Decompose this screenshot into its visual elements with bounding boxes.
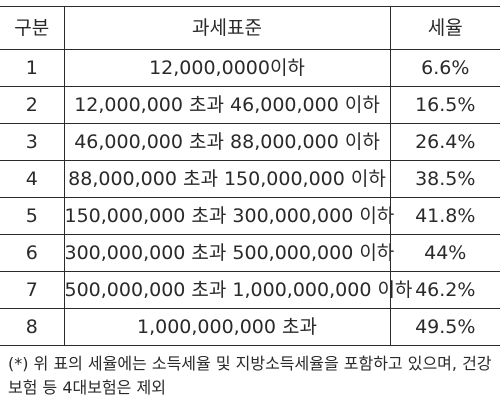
- row-rate: 16.5%: [389, 86, 500, 124]
- row-category: 6: [0, 234, 65, 272]
- row-standard: 46,000,000 초과 88,000,000 이하: [63, 123, 391, 161]
- row-rate: 26.4%: [389, 123, 500, 161]
- table-row: 2 12,000,000 초과 46,000,000 이하 16.5%: [0, 86, 500, 124]
- row-standard: 300,000,000 초과 500,000,000 이하: [63, 234, 394, 272]
- header-category: 구분: [0, 6, 65, 50]
- table-row: 5 150,000,000 초과 300,000,000 이하 41.8%: [0, 197, 500, 235]
- table-row: 3 46,000,000 초과 88,000,000 이하 26.4%: [0, 123, 500, 161]
- header-rate: 세율: [389, 6, 500, 50]
- table-row: 1 12,000,0000이하 6.6%: [0, 49, 500, 87]
- row-standard: 88,000,000 초과 150,000,000 이하: [63, 160, 391, 198]
- header-standard: 과세표준: [63, 6, 391, 50]
- row-rate: 49.5%: [389, 308, 500, 346]
- row-standard: 12,000,0000이하: [63, 49, 391, 87]
- table-row: 4 88,000,000 초과 150,000,000 이하 38.5%: [0, 160, 500, 198]
- row-rate: 41.8%: [389, 197, 500, 235]
- row-rate: 44%: [389, 234, 500, 272]
- row-rate: 46.2%: [389, 271, 500, 309]
- row-category: 7: [0, 271, 65, 309]
- row-category: 3: [0, 123, 65, 161]
- row-rate: 6.6%: [389, 49, 500, 87]
- row-category: 2: [0, 86, 65, 124]
- footnote: (*) 위 표의 세율에는 소득세율 및 지방소득세율을 포함하고 있으며, 건…: [8, 354, 492, 397]
- row-category: 1: [0, 49, 65, 87]
- table-row: 6 300,000,000 초과 500,000,000 이하 44%: [0, 234, 500, 272]
- tax-rate-table-container: 구분 과세표준 세율 1 12,000,0000이하 6.6% 2 12,000…: [0, 6, 500, 346]
- row-category: 4: [0, 160, 65, 198]
- row-rate: 38.5%: [389, 160, 500, 198]
- table-row: 7 500,000,000 초과 1,000,000,000 이하 46.2%: [0, 271, 500, 309]
- row-standard: 150,000,000 초과 300,000,000 이하: [63, 197, 394, 235]
- row-category: 5: [0, 197, 65, 235]
- row-standard: 1,000,000,000 초과: [63, 308, 391, 346]
- tax-rate-table: 구분 과세표준 세율 1 12,000,0000이하 6.6% 2 12,000…: [0, 6, 500, 346]
- row-standard: 500,000,000 초과 1,000,000,000 이하: [63, 271, 412, 309]
- row-standard: 12,000,000 초과 46,000,000 이하: [63, 86, 391, 124]
- table-header-row: 구분 과세표준 세율: [0, 6, 500, 50]
- row-category: 8: [0, 308, 65, 346]
- table-row: 8 1,000,000,000 초과 49.5%: [0, 308, 500, 346]
